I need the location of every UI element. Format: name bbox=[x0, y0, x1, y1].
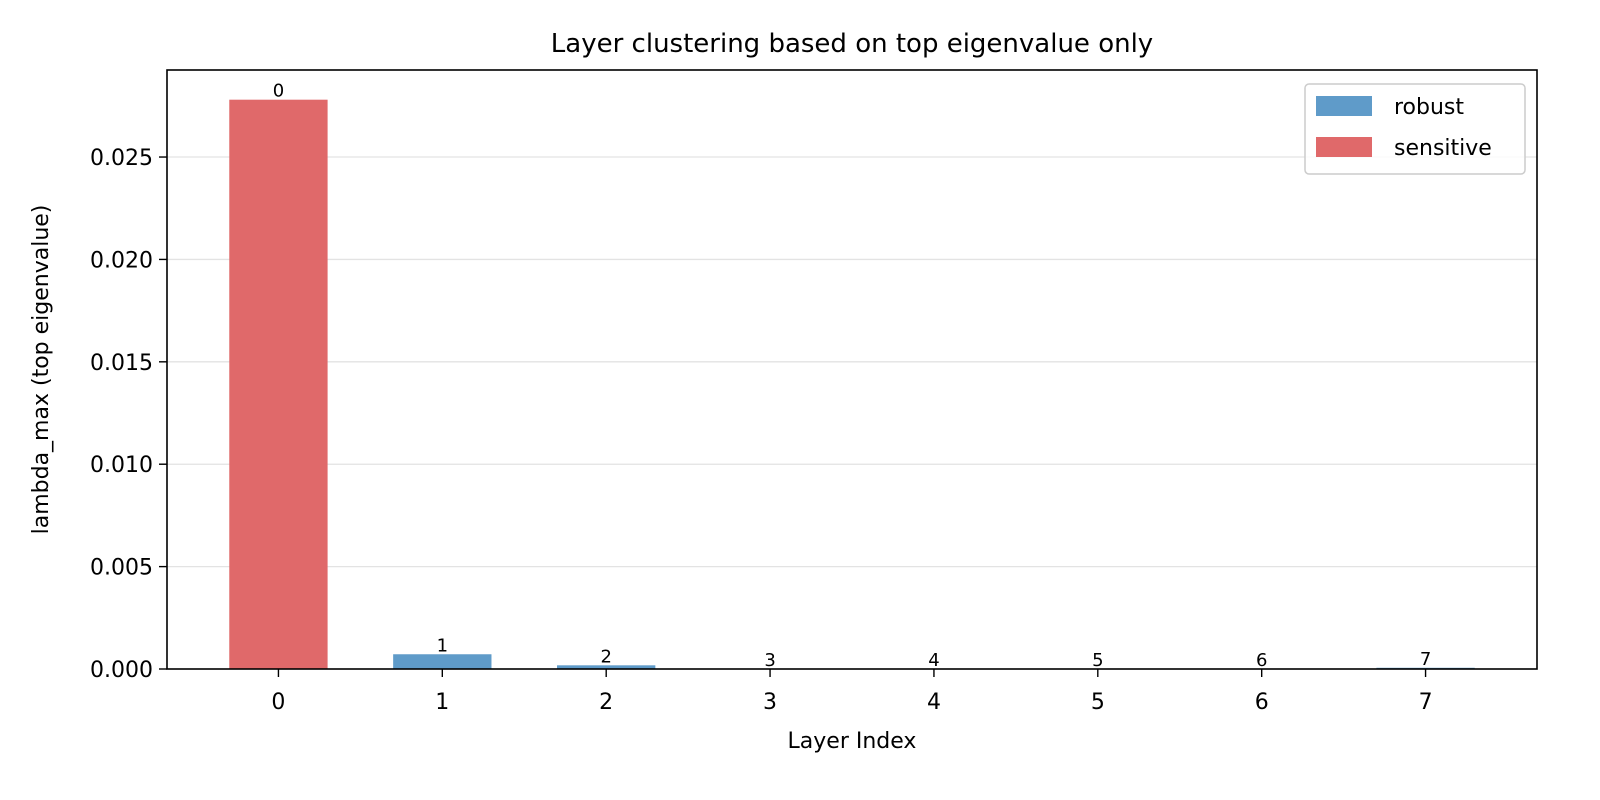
x-tick-label: 1 bbox=[435, 690, 449, 715]
x-axis-label: Layer Index bbox=[788, 729, 917, 754]
y-tick-label: 0.020 bbox=[90, 248, 153, 273]
bar bbox=[393, 654, 492, 669]
bar bbox=[229, 99, 328, 669]
x-tick-label: 5 bbox=[1091, 690, 1105, 715]
x-tick-label: 3 bbox=[763, 690, 777, 715]
bar-data-label: 3 bbox=[764, 650, 775, 671]
x-tick-label: 4 bbox=[927, 690, 941, 715]
legend-label: robust bbox=[1394, 95, 1464, 120]
legend-swatch bbox=[1316, 137, 1372, 157]
y-tick-label: 0.000 bbox=[90, 658, 153, 683]
y-axis-label: lambda_max (top eigenvalue) bbox=[29, 205, 54, 535]
bar-data-label: 7 bbox=[1420, 649, 1431, 670]
legend-items: robust sensitive bbox=[1316, 95, 1492, 161]
x-axis-ticks: 0 1 2 3 4 5 6 7 bbox=[271, 669, 1433, 715]
bar-data-label: 0 bbox=[273, 81, 284, 102]
legend-swatch bbox=[1316, 96, 1372, 116]
bars bbox=[229, 99, 1475, 669]
bar-data-label: 4 bbox=[928, 650, 939, 671]
x-tick-label: 7 bbox=[1419, 690, 1433, 715]
bar-data-label: 1 bbox=[437, 635, 448, 656]
bar-labels: 0 1 2 3 4 5 6 7 bbox=[273, 81, 1432, 671]
bar bbox=[557, 665, 656, 669]
bar-data-label: 5 bbox=[1092, 650, 1103, 671]
y-tick-label: 0.025 bbox=[90, 146, 153, 171]
plot-frame bbox=[166, 69, 1538, 670]
bar-data-label: 6 bbox=[1256, 650, 1267, 671]
y-tick-label: 0.015 bbox=[90, 351, 153, 376]
x-tick-label: 0 bbox=[271, 690, 285, 715]
legend: robust sensitive bbox=[1304, 83, 1526, 175]
legend-label: sensitive bbox=[1394, 136, 1492, 161]
chart-title: Layer clustering based on top eigenvalue… bbox=[551, 29, 1153, 59]
y-tick-label: 0.005 bbox=[90, 556, 153, 581]
x-tick-label: 6 bbox=[1255, 690, 1269, 715]
gridlines bbox=[167, 156, 1537, 568]
y-axis-ticks: 0.000 0.005 0.010 0.015 0.020 0.025 bbox=[90, 146, 167, 683]
y-tick-label: 0.010 bbox=[90, 453, 153, 478]
bar-data-label: 2 bbox=[600, 646, 611, 667]
x-tick-label: 2 bbox=[599, 690, 613, 715]
